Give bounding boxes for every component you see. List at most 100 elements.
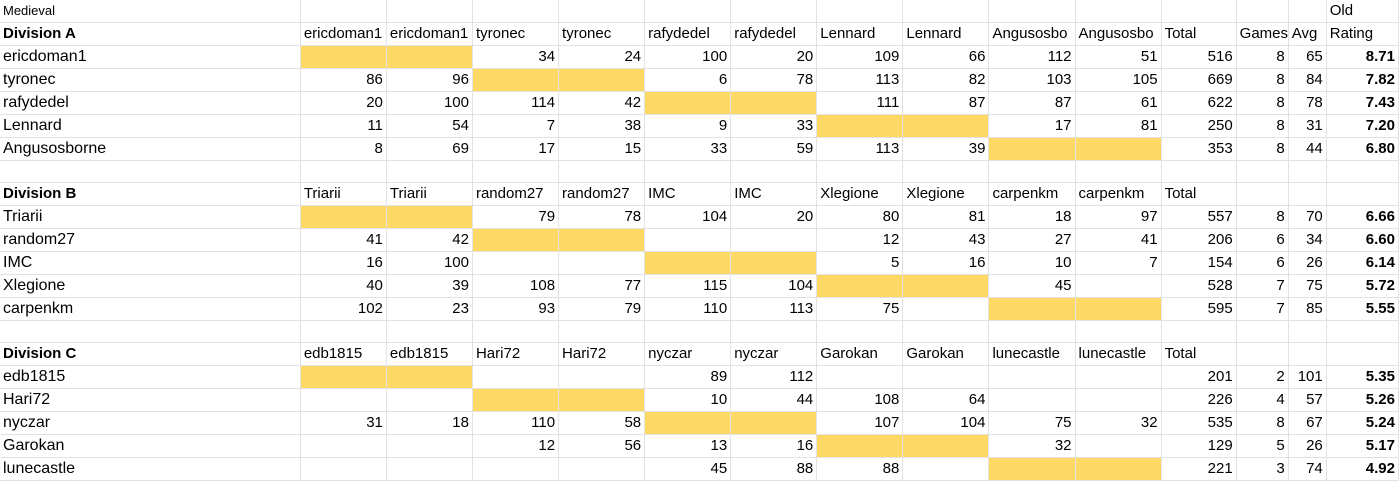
player-name[interactable]: lunecastle xyxy=(0,457,301,481)
avg-cell[interactable]: 31 xyxy=(1288,114,1327,138)
score-cell[interactable] xyxy=(902,434,990,458)
score-cell[interactable]: 33 xyxy=(644,137,732,161)
score-cell[interactable] xyxy=(386,388,473,412)
opponent-header[interactable]: Xlegione xyxy=(816,182,904,206)
score-cell[interactable]: 87 xyxy=(902,91,990,115)
opponent-header[interactable]: Lennard xyxy=(816,22,904,46)
avg-cell[interactable]: 44 xyxy=(1288,137,1327,161)
total-cell[interactable]: 622 xyxy=(1161,91,1237,115)
score-cell[interactable]: 100 xyxy=(644,45,732,69)
empty-cell[interactable] xyxy=(0,160,301,183)
score-cell[interactable]: 110 xyxy=(644,297,732,321)
score-cell[interactable] xyxy=(300,457,387,481)
score-cell[interactable] xyxy=(644,411,732,435)
games-cell[interactable]: 7 xyxy=(1236,274,1289,298)
score-cell[interactable]: 59 xyxy=(730,137,818,161)
games-header[interactable] xyxy=(1236,342,1289,366)
score-cell[interactable] xyxy=(558,228,646,252)
score-cell[interactable]: 102 xyxy=(300,297,387,321)
score-cell[interactable]: 79 xyxy=(558,297,646,321)
score-cell[interactable]: 11 xyxy=(300,114,387,138)
score-cell[interactable]: 7 xyxy=(472,114,560,138)
score-cell[interactable] xyxy=(472,228,560,252)
score-cell[interactable] xyxy=(558,365,646,389)
score-cell[interactable]: 17 xyxy=(472,137,560,161)
score-cell[interactable] xyxy=(902,274,990,298)
score-cell[interactable]: 32 xyxy=(1075,411,1162,435)
score-cell[interactable] xyxy=(1075,297,1162,321)
games-header[interactable] xyxy=(1236,182,1289,206)
score-cell[interactable]: 41 xyxy=(300,228,387,252)
empty-cell[interactable] xyxy=(386,160,473,183)
division-title[interactable]: Division C xyxy=(0,342,301,366)
sheet-title[interactable]: Medieval xyxy=(0,0,301,23)
score-cell[interactable]: 105 xyxy=(1075,68,1162,92)
score-cell[interactable]: 39 xyxy=(902,137,990,161)
score-cell[interactable]: 10 xyxy=(644,388,732,412)
score-cell[interactable]: 45 xyxy=(988,274,1076,298)
score-cell[interactable] xyxy=(730,251,818,275)
score-cell[interactable] xyxy=(902,297,990,321)
score-cell[interactable]: 112 xyxy=(730,365,818,389)
empty-cell[interactable] xyxy=(472,160,560,183)
opponent-header[interactable]: nyczar xyxy=(730,342,818,366)
opponent-header[interactable]: IMC xyxy=(644,182,732,206)
score-cell[interactable]: 81 xyxy=(902,205,990,229)
empty-cell[interactable] xyxy=(0,320,301,343)
score-cell[interactable] xyxy=(386,365,473,389)
opponent-header[interactable]: ericdoman1 xyxy=(300,22,387,46)
games-cell[interactable]: 6 xyxy=(1236,228,1289,252)
score-cell[interactable] xyxy=(988,365,1076,389)
player-name[interactable]: Xlegione xyxy=(0,274,301,298)
total-cell[interactable]: 154 xyxy=(1161,251,1237,275)
score-cell[interactable]: 20 xyxy=(730,45,818,69)
score-cell[interactable]: 81 xyxy=(1075,114,1162,138)
score-cell[interactable] xyxy=(300,434,387,458)
player-name[interactable]: Lennard xyxy=(0,114,301,138)
avg-cell[interactable]: 34 xyxy=(1288,228,1327,252)
score-cell[interactable]: 34 xyxy=(472,45,560,69)
score-cell[interactable] xyxy=(1075,457,1162,481)
opponent-header[interactable]: random27 xyxy=(472,182,560,206)
empty-cell[interactable] xyxy=(1288,160,1327,183)
games-cell[interactable]: 8 xyxy=(1236,45,1289,69)
score-cell[interactable]: 12 xyxy=(816,228,904,252)
score-cell[interactable] xyxy=(816,114,904,138)
score-cell[interactable]: 86 xyxy=(300,68,387,92)
empty-cell[interactable] xyxy=(816,160,904,183)
player-name[interactable]: rafydedel xyxy=(0,91,301,115)
score-cell[interactable]: 111 xyxy=(816,91,904,115)
score-cell[interactable]: 13 xyxy=(644,434,732,458)
avg-cell[interactable]: 26 xyxy=(1288,251,1327,275)
score-cell[interactable]: 78 xyxy=(558,205,646,229)
avg-header[interactable] xyxy=(1288,342,1327,366)
score-cell[interactable]: 100 xyxy=(386,91,473,115)
division-title[interactable]: Division B xyxy=(0,182,301,206)
rating-cell[interactable]: 5.55 xyxy=(1326,297,1399,321)
score-cell[interactable] xyxy=(300,205,387,229)
games-cell[interactable]: 8 xyxy=(1236,411,1289,435)
opponent-header[interactable]: rafydedel xyxy=(730,22,818,46)
total-cell[interactable]: 206 xyxy=(1161,228,1237,252)
score-cell[interactable] xyxy=(472,457,560,481)
score-cell[interactable]: 103 xyxy=(988,68,1076,92)
total-cell[interactable]: 250 xyxy=(1161,114,1237,138)
score-cell[interactable]: 40 xyxy=(300,274,387,298)
score-cell[interactable] xyxy=(300,45,387,69)
avg-cell[interactable]: 84 xyxy=(1288,68,1327,92)
total-cell[interactable]: 516 xyxy=(1161,45,1237,69)
score-cell[interactable] xyxy=(300,365,387,389)
score-cell[interactable]: 82 xyxy=(902,68,990,92)
score-cell[interactable]: 33 xyxy=(730,114,818,138)
empty-cell[interactable] xyxy=(902,160,990,183)
empty-cell[interactable] xyxy=(1326,160,1399,183)
score-cell[interactable] xyxy=(472,365,560,389)
score-cell[interactable]: 104 xyxy=(730,274,818,298)
player-name[interactable]: IMC xyxy=(0,251,301,275)
score-cell[interactable]: 38 xyxy=(558,114,646,138)
rating-cell[interactable]: 6.80 xyxy=(1326,137,1399,161)
rating-header[interactable]: Rating xyxy=(1326,22,1399,46)
score-cell[interactable] xyxy=(988,137,1076,161)
score-cell[interactable] xyxy=(1075,137,1162,161)
score-cell[interactable]: 44 xyxy=(730,388,818,412)
